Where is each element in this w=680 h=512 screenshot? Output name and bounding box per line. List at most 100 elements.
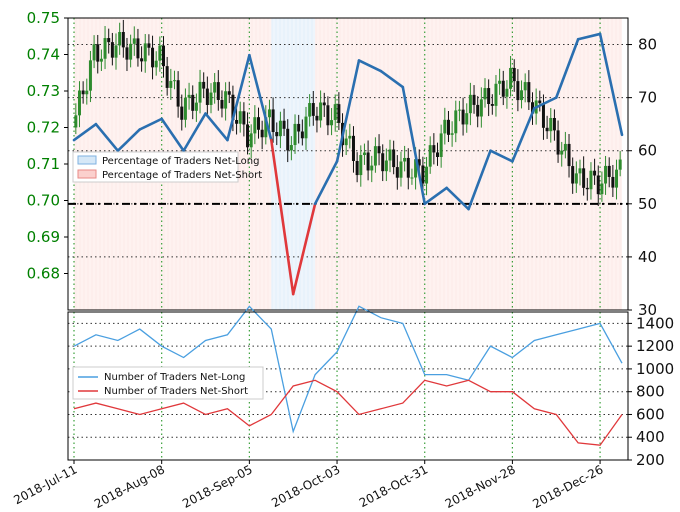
candle-body [191, 94, 195, 111]
candle-body [604, 165, 608, 184]
candle-body [308, 103, 312, 117]
lower-panel: 1400 1200 1000 800 600 400 200 Number of Trade… [67, 305, 674, 469]
candle-body [267, 109, 271, 118]
candle-body [224, 91, 228, 109]
net-long-legend-label: Percentage of Traders Net-Long [102, 156, 260, 167]
lower-right-tick-label: 1200 [636, 337, 674, 355]
left-tick-label: 0.74 [27, 46, 60, 64]
candle-body [490, 104, 494, 106]
candle-body [410, 177, 414, 179]
candle-body [330, 120, 334, 126]
candle-body [498, 80, 502, 84]
net-long-percentage-segment [445, 186, 470, 211]
candle-body [293, 123, 297, 146]
candle-body [384, 160, 388, 172]
candle-body [242, 111, 246, 125]
candle-body [176, 80, 180, 107]
x-tick-label: 2018-Dec-26 [530, 462, 605, 511]
candle-body [355, 161, 359, 176]
candle-body [209, 92, 213, 105]
candle-body [370, 165, 374, 171]
candle-body [571, 166, 575, 184]
candle-body [436, 152, 440, 157]
candle-body [264, 117, 268, 138]
lower-right-tick-label: 400 [636, 428, 665, 446]
candle-body [538, 100, 542, 104]
candle-body [549, 118, 553, 132]
x-tick-label: 2018-Oct-31 [357, 462, 430, 510]
candle-body [246, 124, 250, 148]
candle-body [611, 176, 615, 188]
candle-body [377, 146, 381, 154]
upper-grid [68, 18, 628, 311]
lower-right-tick-label: 600 [636, 405, 665, 423]
candle-body [421, 165, 425, 184]
candle-body [381, 153, 385, 172]
candle-body [300, 131, 304, 139]
candle-body [297, 123, 301, 132]
net-long-percentage-segment [335, 59, 361, 163]
candle-body [344, 138, 348, 146]
left-axis-ticks: 0.75 0.74 0.73 0.72 0.71 0.70 0.69 0.68 [27, 9, 68, 283]
net-long-percentage-segment [554, 37, 580, 99]
upper-right-tick-label: 30 [638, 301, 657, 319]
candle-body [501, 80, 505, 97]
candle-body [165, 66, 169, 88]
candle-body [216, 82, 220, 100]
candle-body [315, 115, 319, 121]
net-long-percentage-segment [598, 32, 624, 137]
candle-body [454, 110, 458, 134]
candle-body [366, 152, 370, 171]
candle-body [414, 159, 418, 178]
left-tick-label: 0.75 [27, 9, 60, 27]
candle-body [96, 44, 100, 62]
candle-body [227, 91, 231, 95]
upper-right-tick-label: 80 [638, 36, 657, 54]
candle-body [256, 117, 260, 130]
candle-body [618, 159, 622, 170]
candle-body [395, 167, 399, 178]
candle-body [600, 183, 604, 195]
candle-body [512, 67, 516, 82]
candle-body [271, 109, 275, 133]
candle-body [85, 90, 89, 95]
upper-right-tick-label: 60 [638, 142, 657, 160]
candle-body [136, 38, 140, 59]
net-long-percentage-segment [182, 112, 207, 153]
candle-body [425, 166, 429, 184]
candle-body [578, 168, 582, 174]
candle-body [446, 119, 450, 135]
net-long-percentage-segment [248, 53, 273, 142]
sentiment-lines [72, 32, 624, 296]
candle-body [231, 94, 235, 121]
candle-body [388, 149, 392, 161]
candle-body [373, 146, 377, 166]
net-long-percentage-segment [269, 138, 295, 296]
candle-body [140, 58, 144, 62]
candle-body [457, 109, 461, 111]
candle-body [351, 135, 355, 162]
candle-body [545, 127, 549, 132]
candle-body [311, 103, 315, 116]
candle-body [253, 117, 257, 134]
sentiment-band [512, 18, 535, 310]
x-axis-ticks: 2018-Jul-11 2018-Aug-08 2018-Sep-05 2018-Oc… [11, 460, 605, 511]
candle-body [505, 88, 509, 97]
candle-body [275, 132, 279, 137]
net-long-percentage-segment [379, 69, 405, 89]
candle-body [183, 97, 187, 120]
candle-body [92, 44, 96, 61]
upper-legend-box [72, 151, 239, 183]
candle-body [118, 31, 122, 46]
net-long-percentage-segment [423, 186, 448, 206]
net-long-count-legend-label: Number of Traders Net-Long [104, 372, 245, 383]
net-long-percentage-segment [467, 149, 492, 211]
candle-body [238, 111, 242, 124]
sentiment-band [293, 18, 316, 310]
candle-body [249, 133, 253, 148]
candle-body [202, 81, 206, 89]
left-tick-label: 0.69 [27, 228, 60, 246]
candle-body [198, 81, 202, 103]
candle-body [110, 42, 114, 58]
